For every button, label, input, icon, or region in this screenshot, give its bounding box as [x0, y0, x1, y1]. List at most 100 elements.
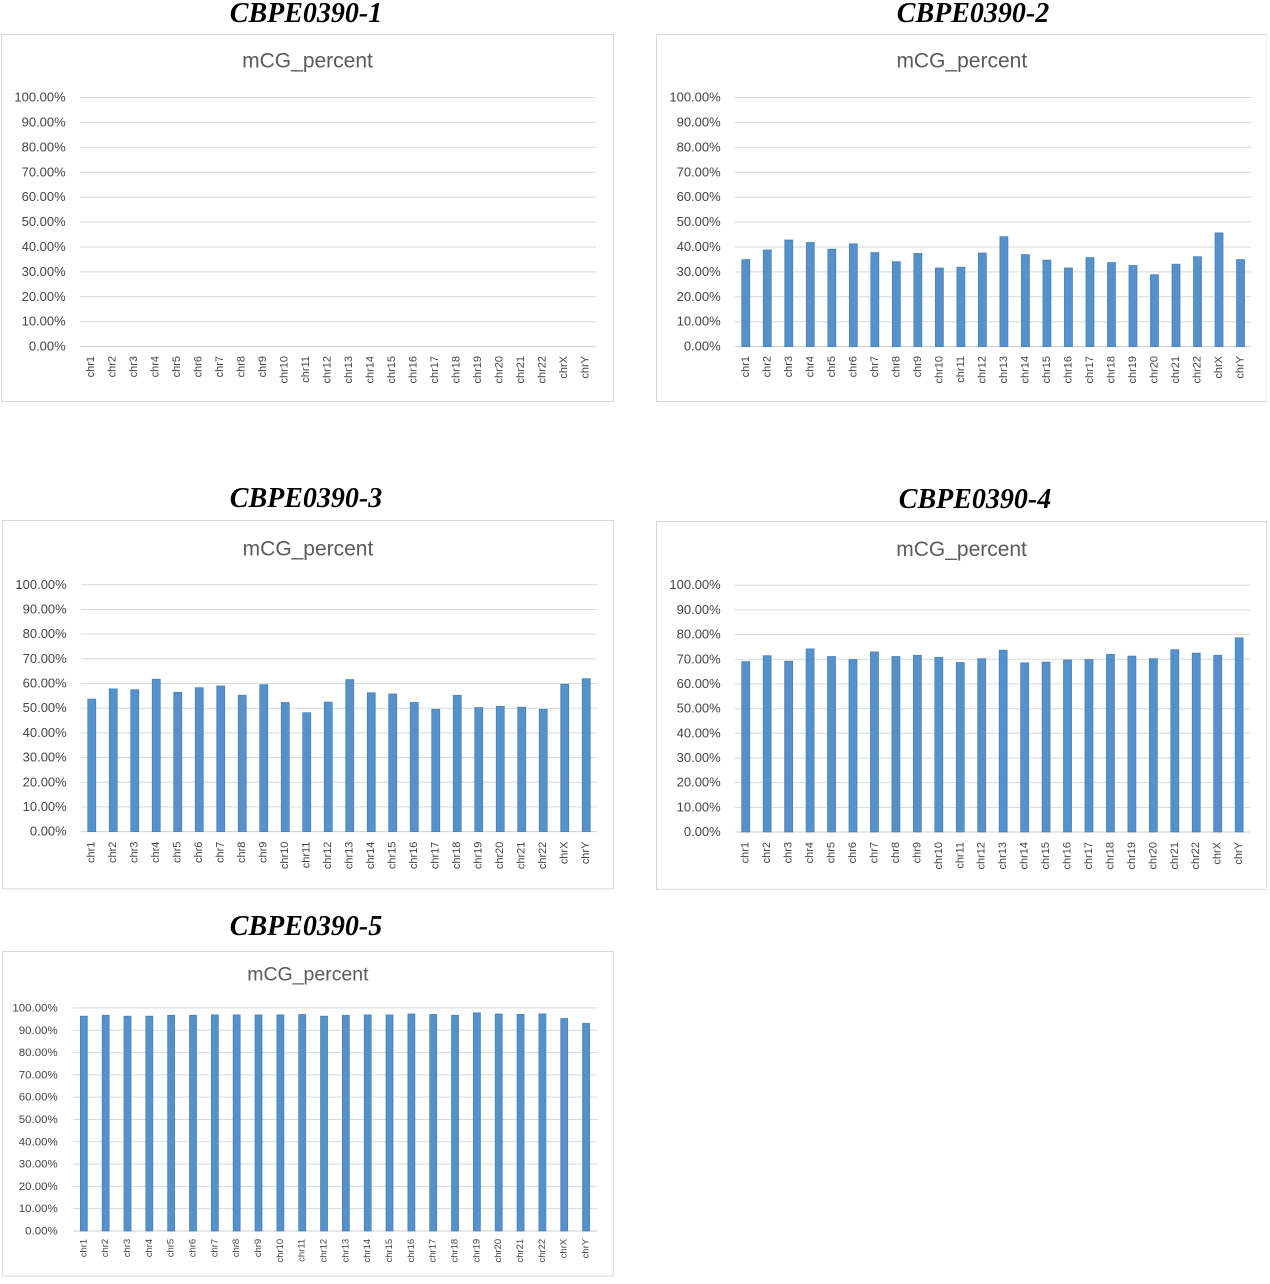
svg-text:chr7: chr7: [215, 842, 227, 863]
svg-text:chr11: chr11: [300, 356, 312, 383]
svg-text:chr19: chr19: [471, 1239, 482, 1263]
svg-text:chr12: chr12: [321, 356, 333, 384]
svg-text:chr10: chr10: [278, 356, 290, 384]
svg-text:chr2: chr2: [106, 356, 118, 377]
svg-text:chr10: chr10: [275, 1239, 286, 1263]
svg-text:chr7: chr7: [214, 356, 226, 377]
svg-text:chr11: chr11: [301, 842, 313, 869]
svg-text:50.00%: 50.00%: [23, 701, 67, 716]
svg-text:chr18: chr18: [450, 356, 462, 384]
svg-text:100.00%: 100.00%: [14, 90, 66, 105]
svg-text:chr2: chr2: [107, 842, 119, 863]
svg-text:CBPE0390-2: CBPE0390-2: [897, 0, 1049, 29]
svg-text:30.00%: 30.00%: [677, 750, 721, 765]
svg-text:chr15: chr15: [1040, 842, 1052, 869]
svg-text:chr17: chr17: [1083, 842, 1095, 869]
svg-text:chrX: chrX: [559, 1238, 570, 1258]
svg-text:chrY: chrY: [1234, 355, 1246, 378]
svg-text:chr15: chr15: [386, 356, 398, 384]
svg-text:50.00%: 50.00%: [19, 1114, 58, 1126]
svg-text:40.00%: 40.00%: [23, 725, 67, 740]
svg-text:90.00%: 90.00%: [19, 1025, 58, 1037]
svg-text:chr4: chr4: [804, 356, 816, 377]
svg-text:chr16: chr16: [406, 1239, 417, 1263]
svg-text:chrY: chrY: [579, 355, 591, 378]
svg-text:chr8: chr8: [890, 842, 902, 863]
svg-text:10.00%: 10.00%: [19, 1203, 58, 1215]
svg-text:chr5: chr5: [166, 1239, 177, 1257]
svg-text:chrY: chrY: [581, 1238, 592, 1258]
svg-text:chr6: chr6: [192, 356, 204, 377]
svg-text:20.00%: 20.00%: [677, 775, 721, 790]
svg-text:chr20: chr20: [1147, 842, 1159, 869]
svg-text:60.00%: 60.00%: [19, 1092, 58, 1104]
svg-text:chr1: chr1: [85, 356, 97, 377]
svg-text:chr15: chr15: [384, 1239, 395, 1263]
svg-text:CBPE0390-1: CBPE0390-1: [230, 0, 382, 29]
svg-text:mCG_percent: mCG_percent: [242, 49, 373, 72]
svg-text:60.00%: 60.00%: [23, 676, 67, 691]
svg-text:chrX: chrX: [558, 355, 570, 378]
svg-text:70.00%: 70.00%: [23, 651, 67, 666]
svg-text:chr19: chr19: [1126, 356, 1138, 384]
svg-text:90.00%: 90.00%: [677, 602, 721, 617]
svg-text:chr3: chr3: [129, 842, 141, 863]
svg-text:chr17: chr17: [429, 356, 441, 384]
svg-text:chr4: chr4: [149, 356, 161, 377]
svg-text:10.00%: 10.00%: [676, 314, 721, 329]
svg-text:100.00%: 100.00%: [15, 577, 67, 592]
svg-text:chr13: chr13: [997, 842, 1009, 869]
svg-text:30.00%: 30.00%: [19, 1159, 58, 1171]
svg-text:chr4: chr4: [150, 842, 162, 863]
svg-text:chr18: chr18: [450, 1239, 461, 1263]
svg-text:chr6: chr6: [188, 1239, 199, 1257]
svg-text:0.00%: 0.00%: [30, 824, 67, 839]
svg-text:30.00%: 30.00%: [676, 264, 721, 279]
svg-text:chr13: chr13: [997, 356, 1009, 384]
svg-text:chr12: chr12: [322, 842, 334, 869]
svg-text:chr6: chr6: [193, 842, 205, 863]
svg-text:mCG_percent: mCG_percent: [247, 963, 369, 985]
svg-text:chr21: chr21: [1170, 356, 1182, 384]
svg-text:40.00%: 40.00%: [22, 239, 67, 254]
svg-text:chr20: chr20: [1148, 356, 1160, 384]
svg-text:chr6: chr6: [847, 842, 859, 863]
svg-text:10.00%: 10.00%: [23, 799, 67, 814]
svg-text:chr5: chr5: [825, 356, 837, 377]
svg-text:40.00%: 40.00%: [677, 725, 721, 740]
svg-text:50.00%: 50.00%: [22, 214, 67, 229]
svg-text:chr9: chr9: [257, 356, 269, 377]
svg-text:60.00%: 60.00%: [676, 189, 721, 204]
svg-text:CBPE0390-4: CBPE0390-4: [898, 484, 1050, 515]
svg-text:chr22: chr22: [536, 356, 548, 384]
svg-text:70.00%: 70.00%: [22, 164, 67, 179]
svg-text:chrX: chrX: [1212, 841, 1224, 864]
svg-text:CBPE0390-5: CBPE0390-5: [230, 911, 382, 942]
svg-text:chr2: chr2: [761, 356, 773, 377]
svg-text:chr9: chr9: [253, 1239, 264, 1257]
svg-text:chr9: chr9: [911, 356, 923, 377]
svg-text:chr7: chr7: [868, 356, 880, 377]
svg-text:chr5: chr5: [825, 842, 837, 863]
svg-text:80.00%: 80.00%: [19, 1047, 58, 1059]
svg-text:chr6: chr6: [847, 356, 859, 377]
svg-text:chr8: chr8: [890, 356, 902, 377]
svg-text:20.00%: 20.00%: [22, 289, 67, 304]
svg-text:chr16: chr16: [407, 356, 419, 384]
svg-text:70.00%: 70.00%: [677, 651, 721, 666]
svg-text:60.00%: 60.00%: [22, 189, 67, 204]
svg-text:90.00%: 90.00%: [676, 114, 721, 129]
svg-text:chrY: chrY: [1233, 841, 1245, 864]
svg-text:50.00%: 50.00%: [676, 214, 721, 229]
svg-text:40.00%: 40.00%: [676, 239, 721, 254]
svg-text:chr7: chr7: [868, 842, 880, 863]
svg-text:80.00%: 80.00%: [23, 627, 67, 642]
svg-text:chr14: chr14: [1019, 842, 1031, 869]
svg-text:chr14: chr14: [364, 356, 376, 384]
svg-text:chr13: chr13: [344, 842, 356, 869]
svg-text:chr18: chr18: [1105, 356, 1117, 384]
svg-text:chr16: chr16: [408, 842, 420, 869]
svg-text:mCG_percent: mCG_percent: [896, 49, 1027, 72]
svg-text:30.00%: 30.00%: [22, 264, 67, 279]
svg-text:chr3: chr3: [122, 1239, 133, 1257]
